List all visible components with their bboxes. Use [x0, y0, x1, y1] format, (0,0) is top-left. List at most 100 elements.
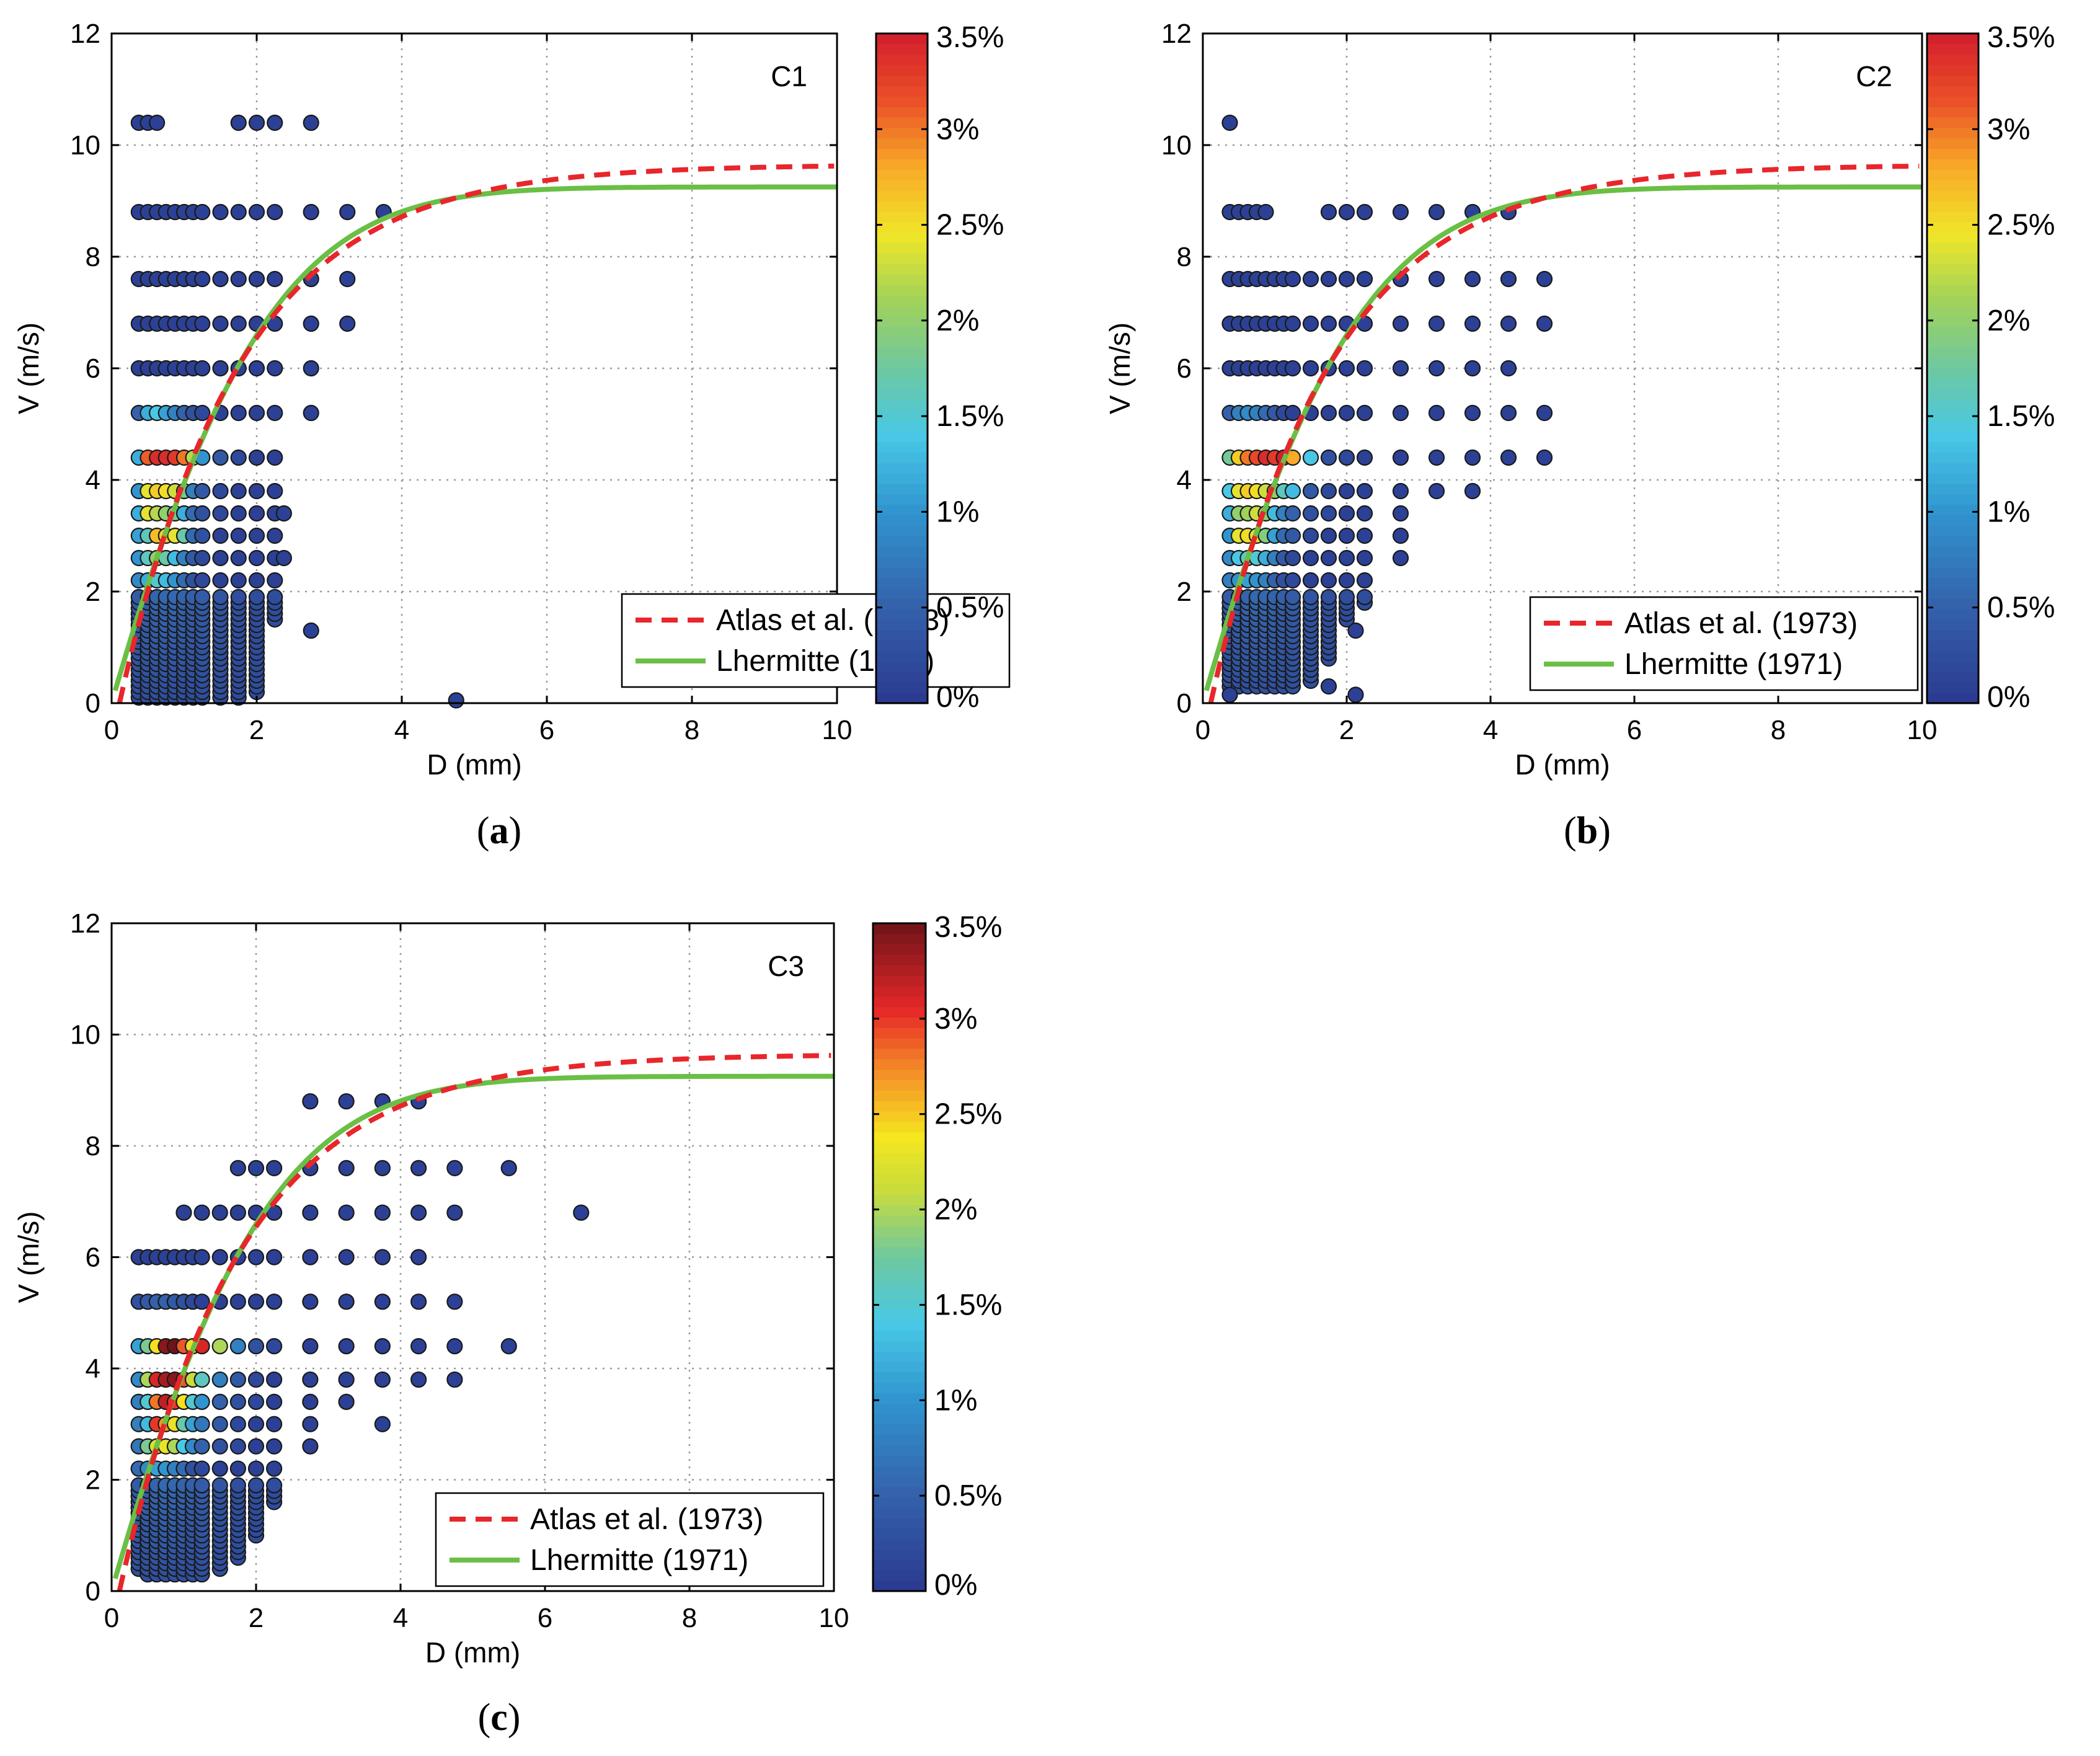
colorbar-segment	[876, 494, 928, 505]
scatter-point	[1284, 572, 1301, 589]
scatter-point	[266, 1293, 283, 1310]
scatter-point	[194, 588, 211, 606]
colorbar-segment	[1927, 536, 1978, 547]
y-tick-label: 6	[86, 353, 100, 384]
scatter-point	[1464, 449, 1481, 466]
scatter-point	[1428, 482, 1445, 500]
scatter-point	[1338, 549, 1355, 567]
scatter-point	[212, 270, 229, 288]
scatter-point	[338, 1393, 355, 1410]
colorbar-segment	[873, 1434, 926, 1446]
colorbar-label: 2.5%	[934, 1098, 1002, 1131]
colorbar-segment	[1927, 441, 1978, 453]
scatter-point	[410, 1204, 427, 1221]
scatter-point	[302, 1393, 319, 1410]
scatter-point	[1320, 449, 1337, 466]
scatter-point	[1392, 527, 1409, 544]
colorbar-segment	[1927, 598, 1978, 610]
legend-box	[621, 593, 1011, 688]
y-tick-label: 4	[1177, 465, 1192, 495]
colorbar-segment	[1927, 117, 1978, 128]
scatter-point	[1284, 360, 1301, 377]
scatter-point	[266, 1371, 283, 1388]
colorbar-segment	[873, 1173, 926, 1185]
colorbar-label: 2.5%	[1987, 209, 2055, 242]
curve-atlas	[117, 163, 835, 704]
scatter-point	[1284, 404, 1301, 422]
scatter-point	[303, 360, 319, 377]
y-tick-label: 6	[86, 1243, 100, 1273]
colorbar-segment	[1927, 661, 1978, 672]
colorbar-segment	[1927, 159, 1978, 170]
colorbar-segment	[1927, 389, 1978, 401]
scatter-point	[1338, 360, 1355, 377]
scatter-point	[1320, 527, 1337, 544]
scatter-point	[1347, 686, 1364, 703]
colorbar-segment	[873, 996, 926, 1008]
colorbar-segment	[1927, 253, 1978, 264]
scatter-point	[448, 692, 464, 709]
colorbar-segment	[873, 1038, 926, 1049]
scatter-point	[302, 1293, 319, 1310]
scatter-point	[212, 527, 229, 544]
scatter-point	[1392, 549, 1409, 567]
scatter-point	[266, 1438, 283, 1455]
scatter-point	[175, 1204, 192, 1221]
colorbar-segment	[1927, 96, 1978, 107]
scatter-point	[1284, 482, 1301, 500]
colorbar-segment	[873, 985, 926, 997]
colorbar-label: 1%	[934, 1384, 977, 1417]
colorbar-segment	[1927, 75, 1978, 86]
y-tick-label: 8	[86, 242, 100, 272]
colorbar-segment	[876, 326, 928, 337]
scatter-point	[338, 1093, 355, 1110]
colorbar-segment	[876, 253, 928, 264]
scatter-point	[339, 270, 356, 288]
x-tick-label: 8	[682, 1603, 697, 1633]
scatter-point	[248, 203, 265, 221]
scatter-point	[1284, 588, 1301, 606]
colorbar-segment	[1927, 546, 1978, 557]
scatter-point	[267, 572, 283, 589]
scatter-point	[248, 404, 265, 422]
scatter-point	[194, 482, 211, 500]
scatter-point	[1500, 270, 1517, 288]
colorbar-segment	[876, 441, 928, 453]
scatter-point	[303, 315, 319, 332]
colorbar-segment	[876, 577, 928, 588]
scatter-point	[1338, 270, 1355, 288]
colorbar-segment	[876, 117, 928, 128]
colorbar-segment	[876, 536, 928, 547]
colorbar-label: 0.5%	[936, 592, 1004, 624]
scatter-point	[1428, 270, 1445, 288]
colorbar-segment	[873, 1142, 926, 1153]
colorbar-segment	[876, 305, 928, 317]
scatter-point	[267, 404, 283, 422]
scatter-point	[194, 404, 211, 422]
scatter-point	[1428, 360, 1445, 377]
scatter-point	[1500, 404, 1517, 422]
colorbar-segment	[873, 944, 926, 956]
scatter-point	[230, 505, 247, 522]
scatter-point	[1284, 315, 1301, 332]
colorbar-segment	[873, 1132, 926, 1143]
scatter-point	[149, 114, 166, 131]
scatter-point	[229, 1393, 246, 1410]
colorbar-segment	[876, 410, 928, 421]
scatter-point	[1356, 360, 1373, 377]
colorbar-segment	[876, 640, 928, 652]
y-tick-label: 8	[86, 1131, 100, 1161]
colorbar-segment	[873, 1111, 926, 1122]
colorbar-segment	[1927, 54, 1978, 66]
scatter-point	[248, 549, 265, 567]
panel-c1: 0 2 4 6 8 10 0 2 4 6 8 10 12 D (mm) V (m/s) C1 Atlas et …	[12, 19, 1011, 852]
x-axis-label: D (mm)	[425, 1636, 520, 1669]
scatter-point	[267, 270, 283, 288]
x-tick-label: 8	[684, 715, 699, 745]
colorbar-segment	[1927, 619, 1978, 631]
scatter-point	[247, 1160, 265, 1177]
colorbar-segment	[1927, 588, 1978, 599]
colorbar-segment	[876, 242, 928, 254]
colorbar-label: 3%	[934, 1003, 977, 1035]
scatter-point	[194, 270, 211, 288]
